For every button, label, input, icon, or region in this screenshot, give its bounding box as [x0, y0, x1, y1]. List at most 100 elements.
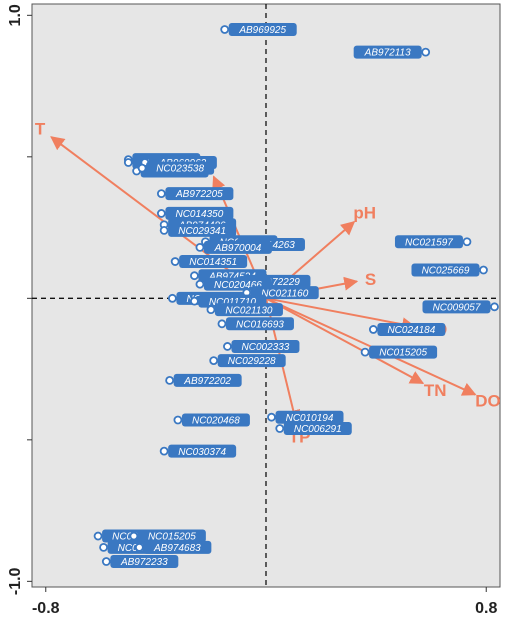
- sample-point: NC014350: [156, 206, 234, 220]
- sample-point: AB974683: [134, 540, 212, 554]
- sample-marker: [206, 305, 216, 315]
- sample-label: AB972113: [364, 48, 411, 59]
- sample-label: NC030374: [178, 447, 226, 458]
- sample-label: AB972205: [175, 189, 223, 200]
- env-vector-label: T: [35, 120, 46, 139]
- sample-point: NC023538: [137, 161, 215, 175]
- sample-marker: [93, 531, 103, 541]
- sample-label: AB969925: [238, 25, 286, 36]
- sample-marker: [134, 542, 144, 552]
- sample-label: NC020468: [192, 416, 240, 427]
- sample-marker: [223, 342, 232, 351]
- sample-label-box: [214, 303, 283, 317]
- env-vector-label: TN: [424, 381, 447, 400]
- sample-label: NC025669: [422, 266, 470, 277]
- sample-label-box: [137, 529, 206, 543]
- sample-label: NC021130: [225, 305, 273, 316]
- sample-point: AB972205: [156, 187, 234, 201]
- sample-marker: [220, 25, 230, 34]
- sample-label-box: [394, 235, 463, 249]
- sample-marker: [275, 424, 285, 433]
- sample-label: NC002333: [242, 342, 290, 353]
- sample-label: AB974524: [208, 271, 256, 282]
- sample-label: AB974683: [153, 543, 201, 554]
- sample-label: AB972202: [183, 376, 231, 387]
- sample-label: NC024184: [387, 325, 435, 336]
- sample-label-box: [225, 317, 294, 331]
- sample-label-box: [250, 286, 319, 300]
- sample-marker: [267, 412, 276, 422]
- sample-point: AB972233: [101, 555, 179, 569]
- sample-point: NC015205: [129, 529, 206, 543]
- sample-label: AB972233: [120, 557, 168, 568]
- sample-marker: [368, 325, 378, 334]
- sample-marker: [159, 226, 169, 235]
- sample-point: NC009057: [422, 300, 499, 313]
- sample-marker: [421, 47, 431, 57]
- sample-label-box: [181, 413, 250, 427]
- sample-label: AB972229: [252, 277, 300, 288]
- sample-label: NC006291: [294, 424, 342, 435]
- sample-label-box: [165, 187, 234, 201]
- env-vector-arrow: [265, 297, 425, 385]
- sample-label-box: [165, 206, 234, 220]
- sample-label: NC011710: [209, 297, 257, 308]
- sample-label-box: [231, 339, 300, 353]
- sample-label-box: [168, 223, 237, 237]
- sample-label: NC010194: [286, 413, 334, 424]
- sample-label-box: [168, 444, 237, 458]
- sample-marker: [99, 542, 108, 552]
- sample-point: AB969925: [220, 22, 297, 36]
- sample-label: NC021160: [261, 288, 309, 299]
- sample-label: NC014351: [189, 257, 237, 268]
- sample-label-box: [217, 354, 286, 368]
- sample-point: NC002333: [223, 339, 300, 353]
- sample-label-box: [369, 345, 438, 359]
- sample-points: AB969925AB972113NC011707NC018347NC009579…: [93, 22, 499, 569]
- sample-label-box: [203, 240, 272, 254]
- sample-point: NC029228: [209, 354, 286, 368]
- sample-point: NC029341: [159, 223, 237, 237]
- sample-label: NC014350: [175, 209, 223, 220]
- y-tick-label: -1.0: [7, 567, 24, 595]
- sample-point: NC006291: [275, 422, 352, 435]
- sample-point: NC021597: [394, 235, 472, 249]
- sample-label-box: [179, 255, 248, 269]
- sample-label-box: [411, 263, 480, 277]
- x-tick-label: -0.8: [32, 600, 60, 617]
- sample-marker: [217, 319, 227, 329]
- sample-point: NC020468: [173, 413, 250, 427]
- sample-marker: [195, 279, 205, 289]
- sample-marker: [165, 376, 175, 385]
- sample-point: NC015205: [360, 345, 438, 359]
- sample-label-box: [146, 161, 215, 175]
- sample-label: NC021597: [405, 237, 453, 248]
- sample-marker: [159, 446, 169, 456]
- sample-label-box: [353, 45, 422, 59]
- env-vector-label: pH: [353, 204, 376, 223]
- sample-point: NC025669: [411, 263, 488, 277]
- sample-point: AB970004: [195, 240, 272, 254]
- env-vector-label: DO: [475, 391, 501, 410]
- sample-marker: [209, 356, 219, 365]
- sample-point: NC024184: [368, 322, 446, 336]
- sample-label-box: [143, 540, 212, 554]
- sample-point: NC030374: [159, 444, 237, 458]
- sample-marker: [123, 158, 133, 167]
- sample-point: NC014351: [170, 255, 248, 269]
- sample-marker: [170, 257, 180, 266]
- sample-marker: [156, 189, 166, 199]
- sample-marker: [101, 557, 111, 566]
- sample-marker: [156, 209, 166, 218]
- sample-label: NC029341: [178, 226, 226, 237]
- sample-marker: [195, 242, 205, 252]
- sample-point: AB972202: [165, 373, 242, 387]
- sample-label-box: [275, 410, 344, 424]
- sample-label: AB970004: [214, 243, 262, 254]
- sample-marker: [490, 302, 499, 312]
- sample-point: NC021130: [206, 303, 283, 317]
- sample-label-box: [377, 322, 446, 336]
- sample-label: NC023538: [156, 164, 204, 175]
- sample-label-box: [110, 555, 179, 569]
